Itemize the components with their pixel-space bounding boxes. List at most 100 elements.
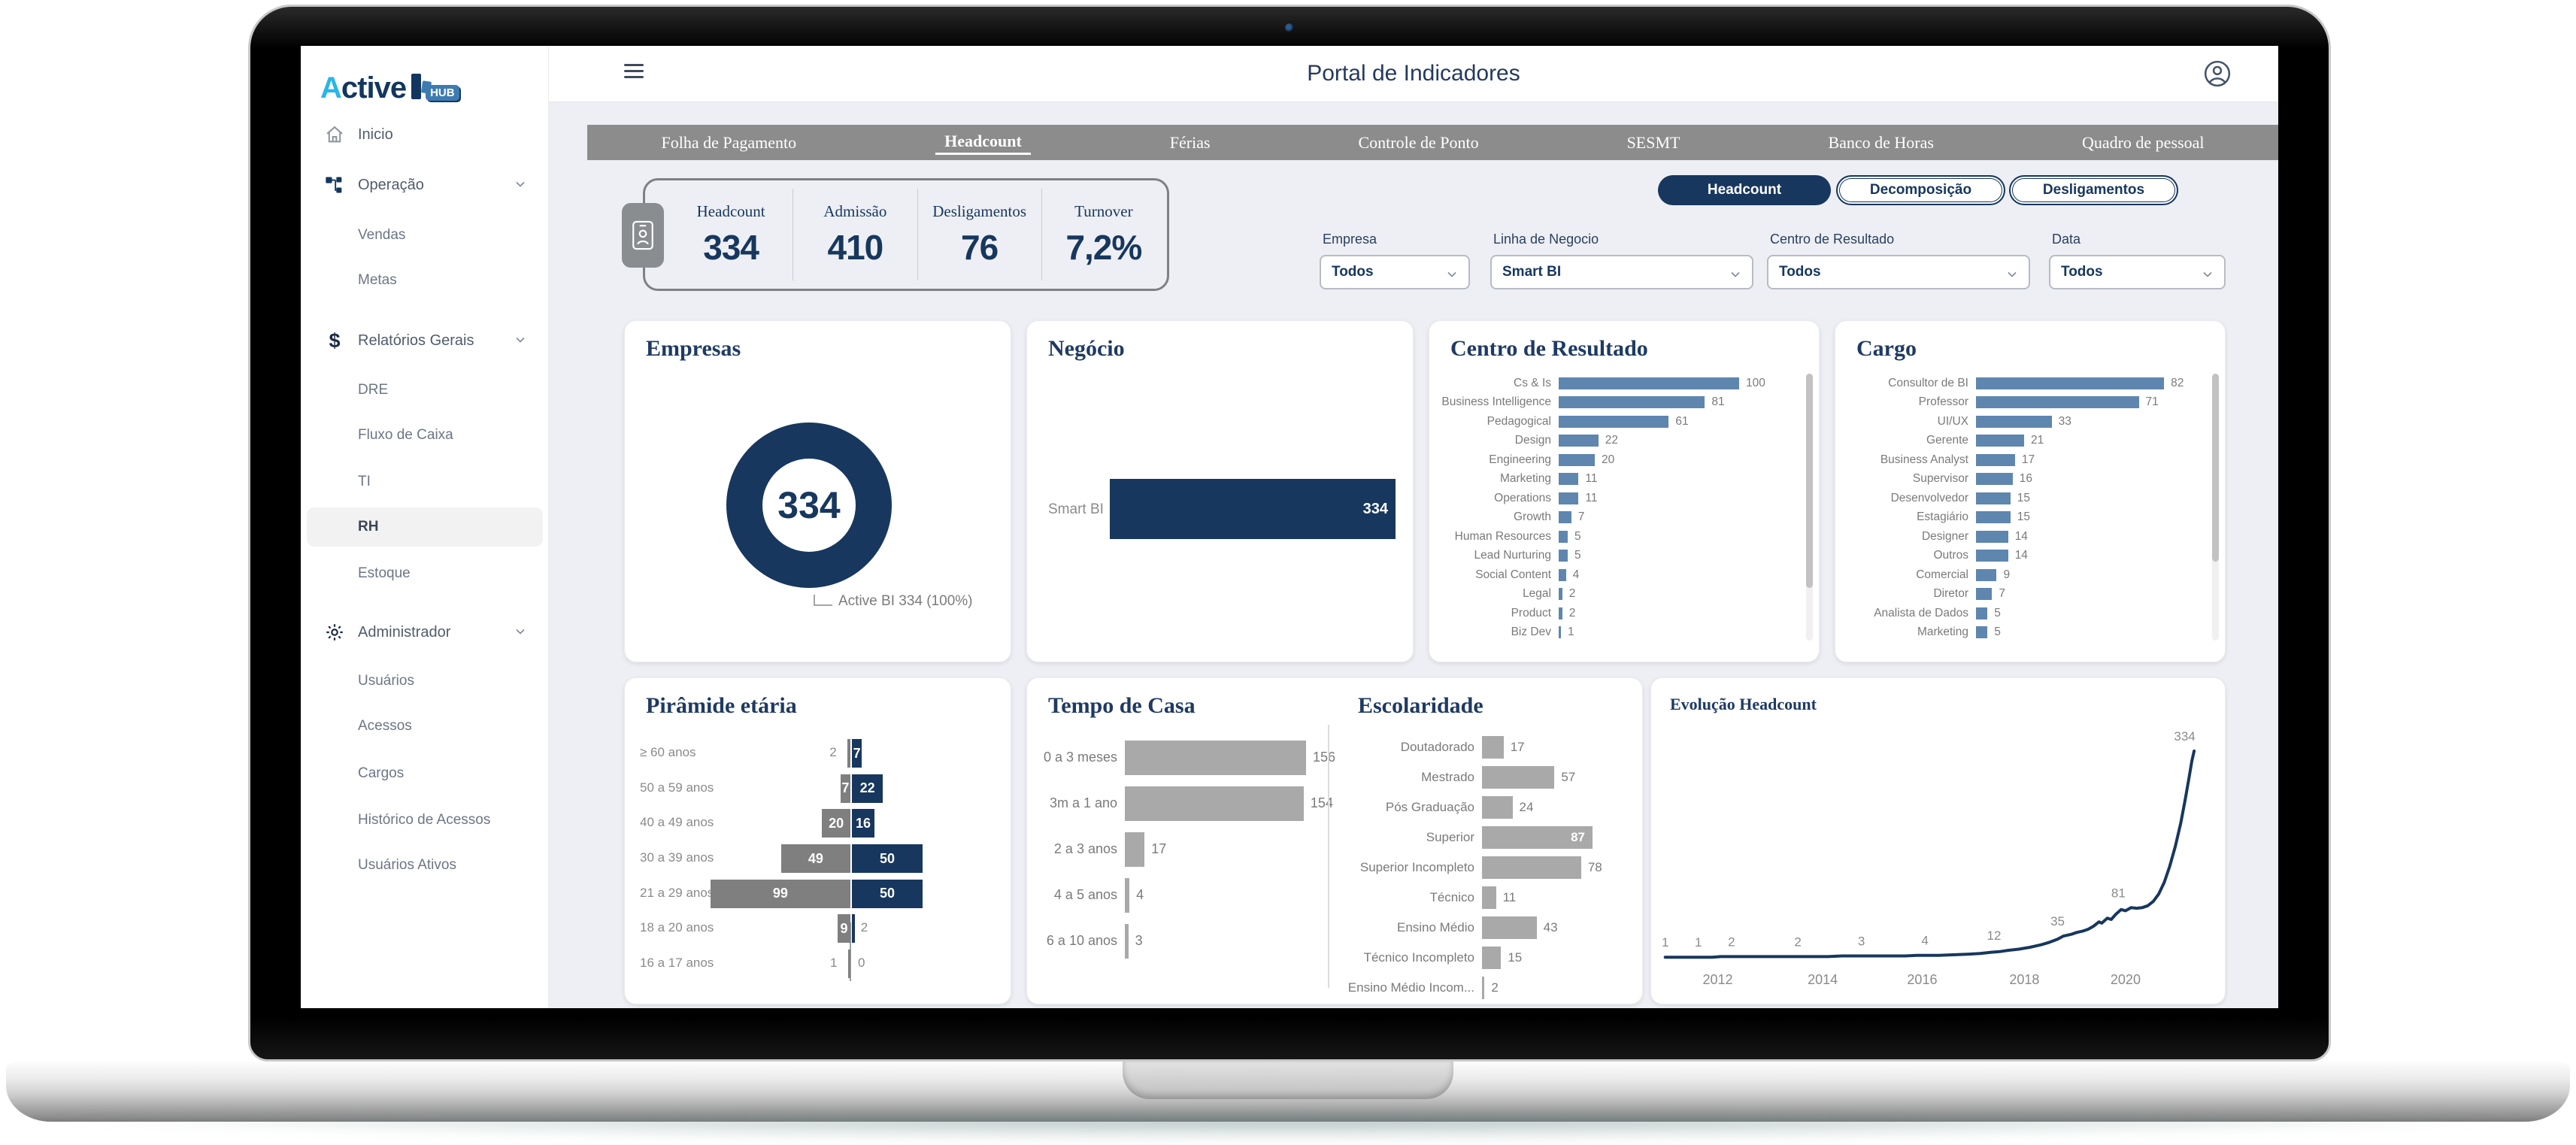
bar[interactable] xyxy=(1125,786,1304,821)
pyramid-bar-left[interactable]: 7 xyxy=(840,774,850,803)
sidebar-item-administrador[interactable]: Administrador xyxy=(301,613,549,652)
bar[interactable] xyxy=(1559,435,1599,447)
hamburger-menu-icon[interactable] xyxy=(624,64,644,80)
filter-dropdown-empresa[interactable]: Todos xyxy=(1320,255,1470,289)
bar[interactable] xyxy=(1976,626,1988,639)
sidebar-item-metas[interactable]: Metas xyxy=(301,261,549,300)
pyramid-bar-left[interactable]: 49 xyxy=(780,844,850,873)
bar[interactable] xyxy=(1976,607,1988,619)
sidebar-item-dre[interactable]: DRE xyxy=(301,371,549,410)
filter-value: Smart BI xyxy=(1502,264,1562,280)
bar[interactable] xyxy=(1976,377,2165,389)
bar[interactable] xyxy=(1559,511,1571,524)
bar[interactable] xyxy=(1559,626,1561,639)
sidebar-item-vendas[interactable]: Vendas xyxy=(301,216,549,255)
sidebar-item-operacao[interactable]: Operação xyxy=(301,165,549,204)
bar[interactable] xyxy=(1976,511,2011,524)
bar[interactable] xyxy=(1976,530,2008,543)
tab-sesmt[interactable]: SESMT xyxy=(1626,132,1680,152)
chart-title: Evolução Headcount xyxy=(1670,695,1817,713)
pyramid-bar-left[interactable]: 20 xyxy=(822,809,850,838)
bar[interactable] xyxy=(1559,568,1566,581)
bar[interactable]: 87 xyxy=(1482,826,1593,849)
pyramid-bar-right[interactable]: 7 xyxy=(852,739,862,768)
bar[interactable] xyxy=(1125,831,1145,867)
filter-dropdown-centro-de-resultado[interactable]: Todos xyxy=(1767,255,2030,289)
sidebar-item-ti[interactable]: TI xyxy=(301,462,549,501)
sidebar-item-usuarios[interactable]: Usuários xyxy=(301,662,549,701)
tab-ferias[interactable]: Férias xyxy=(1169,132,1211,152)
bar[interactable] xyxy=(1125,740,1307,775)
bar[interactable] xyxy=(1482,736,1504,759)
bar[interactable] xyxy=(1482,947,1502,969)
bar[interactable] xyxy=(1559,473,1579,486)
pyramid-bar-left[interactable] xyxy=(847,739,850,768)
pyramid-bar-left[interactable] xyxy=(848,950,850,978)
sidebar-item-historico-de-acessos[interactable]: Histórico de Acessos xyxy=(301,801,549,840)
scrollbar-thumb[interactable] xyxy=(2212,374,2219,562)
bar[interactable] xyxy=(1125,877,1130,913)
bar[interactable] xyxy=(1976,415,2052,428)
sidebar-item-relatorios-gerais[interactable]: $ Relatórios Gerais xyxy=(301,321,549,360)
sidebar-item-cargos[interactable]: Cargos xyxy=(301,754,549,793)
bar[interactable] xyxy=(1482,766,1555,789)
sidebar-item-rh[interactable]: RH xyxy=(307,507,543,547)
bar[interactable] xyxy=(1482,856,1581,879)
sidebar-item-label: DRE xyxy=(358,382,389,398)
bar[interactable] xyxy=(1482,977,1485,999)
bar[interactable] xyxy=(1976,492,2011,504)
bar-value: 334 xyxy=(1362,500,1388,517)
sidebar-item-inicio[interactable]: Inicio xyxy=(301,115,549,154)
sidebar-item-fluxo-de-caixa[interactable]: Fluxo de Caixa xyxy=(301,416,549,455)
bar[interactable] xyxy=(1559,492,1579,504)
bar[interactable] xyxy=(1125,923,1129,959)
view-button-desligamentos[interactable]: Desligamentos xyxy=(2009,175,2178,205)
tab-headcount[interactable]: Headcount xyxy=(935,130,1031,155)
bar[interactable] xyxy=(1482,796,1513,819)
bar[interactable] xyxy=(1976,435,2025,447)
tab-controle-de-ponto[interactable]: Controle de Ponto xyxy=(1358,132,1479,152)
bar[interactable] xyxy=(1976,396,2139,409)
bar[interactable] xyxy=(1976,550,2008,562)
bar[interactable] xyxy=(1976,588,1993,601)
filter-dropdown-data[interactable]: Todos xyxy=(2049,255,2226,289)
bar[interactable] xyxy=(1559,588,1562,601)
pyramid-bar-right[interactable]: 22 xyxy=(852,774,883,803)
bar-smart-bi[interactable]: 334 xyxy=(1110,479,1396,539)
pyramid-bar-right[interactable] xyxy=(852,914,855,944)
pyramid-bar-right[interactable]: 50 xyxy=(852,879,923,908)
pyramid-bar-left[interactable]: 9 xyxy=(838,914,850,944)
bar[interactable] xyxy=(1559,607,1562,619)
tab-banco-de-horas[interactable]: Banco de Horas xyxy=(1828,132,1934,152)
user-account-icon[interactable] xyxy=(2203,59,2232,92)
pyramid-bar-left[interactable]: 99 xyxy=(710,879,850,908)
sidebar-item-usuarios-ativos[interactable]: Usuários Ativos xyxy=(301,846,549,885)
pyramid-bar-right[interactable]: 50 xyxy=(852,844,923,873)
tab-folha-de-pagamento[interactable]: Folha de Pagamento xyxy=(661,132,797,152)
bar[interactable] xyxy=(1559,453,1595,466)
bar[interactable] xyxy=(1559,530,1568,543)
scrollbar-track[interactable] xyxy=(2212,374,2219,641)
bar[interactable] xyxy=(1559,377,1739,389)
page-title: Portal de Indicadores xyxy=(1307,61,1520,86)
filter-dropdown-linha-de-negocio[interactable]: Smart BI xyxy=(1490,255,1753,289)
bar[interactable] xyxy=(1976,453,2015,466)
sidebar-item-acessos[interactable]: Acessos xyxy=(301,707,549,746)
bar[interactable] xyxy=(1559,415,1669,428)
bar[interactable] xyxy=(1482,916,1537,939)
view-button-headcount[interactable]: Headcount xyxy=(1658,175,1831,205)
bar[interactable] xyxy=(1976,568,1997,581)
bar[interactable] xyxy=(1559,550,1568,562)
bar[interactable] xyxy=(1976,473,2013,486)
scrollbar-thumb[interactable] xyxy=(1806,374,1813,588)
tab-quadro-de-pessoal[interactable]: Quadro de pessoal xyxy=(2081,132,2205,152)
sidebar-item-estoque[interactable]: Estoque xyxy=(301,554,549,593)
view-button-decomposicao[interactable]: Decomposição xyxy=(1836,175,2005,205)
bar[interactable] xyxy=(1482,886,1496,909)
bar-label: Social Content xyxy=(1475,568,1551,581)
headcount-trend-line[interactable] xyxy=(1663,750,2196,959)
scrollbar-track[interactable] xyxy=(1806,374,1813,641)
pyramid-bar-right[interactable]: 16 xyxy=(852,809,875,838)
bar[interactable] xyxy=(1559,396,1705,409)
